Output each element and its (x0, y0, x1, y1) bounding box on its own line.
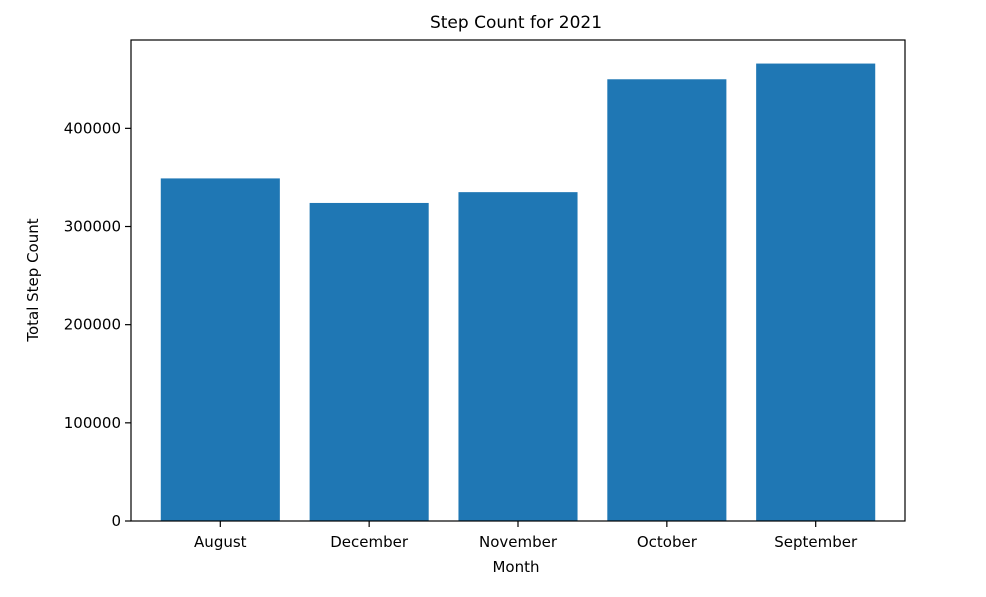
x-axis-label: Month (492, 558, 539, 576)
x-tick-label: September (774, 533, 858, 551)
x-tick-label: December (330, 533, 409, 551)
bar-september (756, 63, 876, 522)
bar-december (309, 202, 429, 521)
y-axis-label: Total Step Count (24, 218, 42, 342)
x-axis: August December November October September (194, 521, 858, 551)
x-tick-label: October (637, 533, 698, 551)
y-tick-label: 400000 (64, 119, 121, 137)
bars-layer (160, 63, 876, 522)
y-tick-label: 0 (111, 512, 121, 530)
bar-august (160, 178, 280, 521)
bar-november (458, 192, 578, 521)
y-tick-label: 200000 (64, 316, 121, 334)
chart-title: Step Count for 2021 (430, 13, 602, 33)
y-axis: 0 100000 200000 300000 400000 (64, 119, 131, 530)
bar-october (607, 79, 727, 522)
x-tick-label: August (194, 533, 247, 551)
y-tick-label: 100000 (64, 414, 121, 432)
y-tick-label: 300000 (64, 218, 121, 236)
x-tick-label: November (479, 533, 558, 551)
